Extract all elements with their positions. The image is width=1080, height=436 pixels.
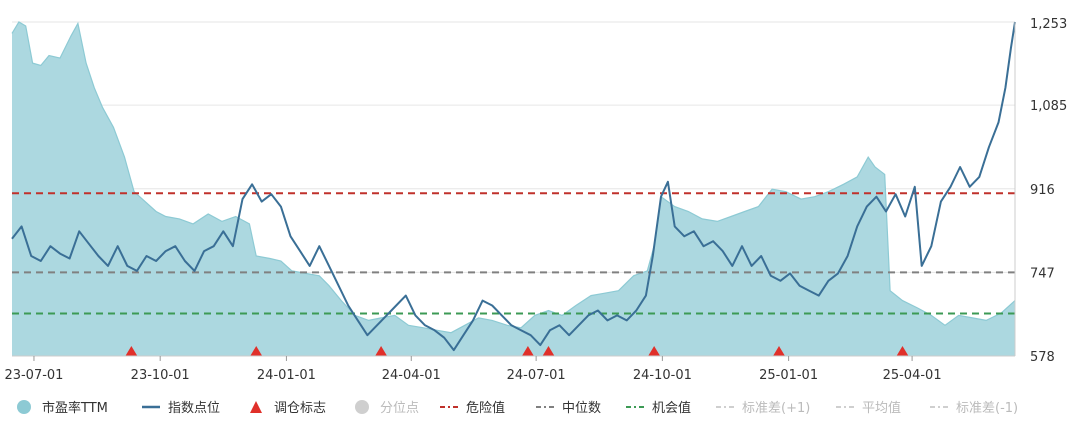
legend-label: 调仓标志 [274, 401, 326, 416]
legend-item[interactable]: 分位点 [355, 400, 419, 416]
legend-item[interactable]: 平均值 [836, 400, 901, 416]
rebalance-marker[interactable] [896, 346, 909, 356]
rebalance-markers-layer [125, 346, 909, 356]
pe-ttm-line [11, 21, 1016, 334]
rebalance-marker[interactable] [648, 346, 661, 356]
axis-layer: 1,253 1,085 916 747 578 23-07-01 23-10-01 24-01… [4, 17, 1067, 383]
legend-label: 标准差(-1) [956, 401, 1018, 416]
legend-item[interactable]: 调仓标志 [250, 401, 326, 416]
legend-item[interactable]: 指数点位 [142, 401, 220, 416]
x-tick-label: 25-04-01 [883, 368, 942, 383]
index-line-layer [11, 21, 1016, 352]
legend-item[interactable]: 危险值 [440, 400, 505, 416]
x-tick-label: 24-04-01 [382, 368, 441, 383]
legend-label: 机会值 [652, 400, 691, 416]
legend-circle-icon [17, 400, 31, 414]
legend-label: 市盈率TTM [42, 400, 108, 416]
rebalance-marker[interactable] [521, 346, 534, 356]
y-tick-label: 747 [1030, 266, 1055, 281]
pe-ttm-area [12, 22, 1015, 356]
rebalance-marker[interactable] [375, 346, 388, 356]
legend-label: 分位点 [380, 401, 419, 416]
legend-item[interactable]: 市盈率TTM [17, 400, 108, 416]
rebalance-marker[interactable] [125, 346, 138, 356]
y-tick-label: 1,253 [1030, 17, 1067, 32]
x-tick-label: 24-01-01 [257, 368, 316, 383]
y-tick-label: 1,085 [1030, 99, 1067, 114]
y-tick-label: 916 [1030, 183, 1055, 198]
legend: 市盈率TTM 指数点位 调仓标志 分位点 危险值 中位数 机会值 标准差(+1) 平均值 标准差(… [17, 400, 1018, 416]
legend-item[interactable]: 中位数 [536, 401, 601, 416]
index-point-line [11, 21, 1016, 352]
legend-item[interactable]: 机会值 [626, 400, 691, 416]
x-tick-label: 23-10-01 [131, 368, 190, 383]
x-tick-label: 24-10-01 [633, 368, 692, 383]
legend-label: 中位数 [562, 401, 601, 416]
legend-item[interactable]: 标准差(+1) [716, 401, 810, 416]
legend-circle-icon [355, 400, 369, 414]
x-tick-label: 25-01-01 [759, 368, 818, 383]
x-tick-label: 24-07-01 [507, 368, 566, 383]
y-tick-label: 578 [1030, 350, 1055, 365]
legend-label: 平均值 [862, 400, 901, 416]
x-tick-label: 23-07-01 [4, 368, 63, 383]
legend-triangle-icon [250, 401, 262, 413]
rebalance-marker[interactable] [250, 346, 263, 356]
rebalance-marker[interactable] [773, 346, 785, 356]
legend-label: 标准差(+1) [742, 401, 810, 416]
legend-label: 指数点位 [168, 401, 220, 416]
legend-label: 危险值 [466, 400, 505, 416]
rebalance-marker[interactable] [542, 346, 555, 356]
pe-area-layer [11, 21, 1016, 356]
legend-item[interactable]: 标准差(-1) [930, 401, 1018, 416]
